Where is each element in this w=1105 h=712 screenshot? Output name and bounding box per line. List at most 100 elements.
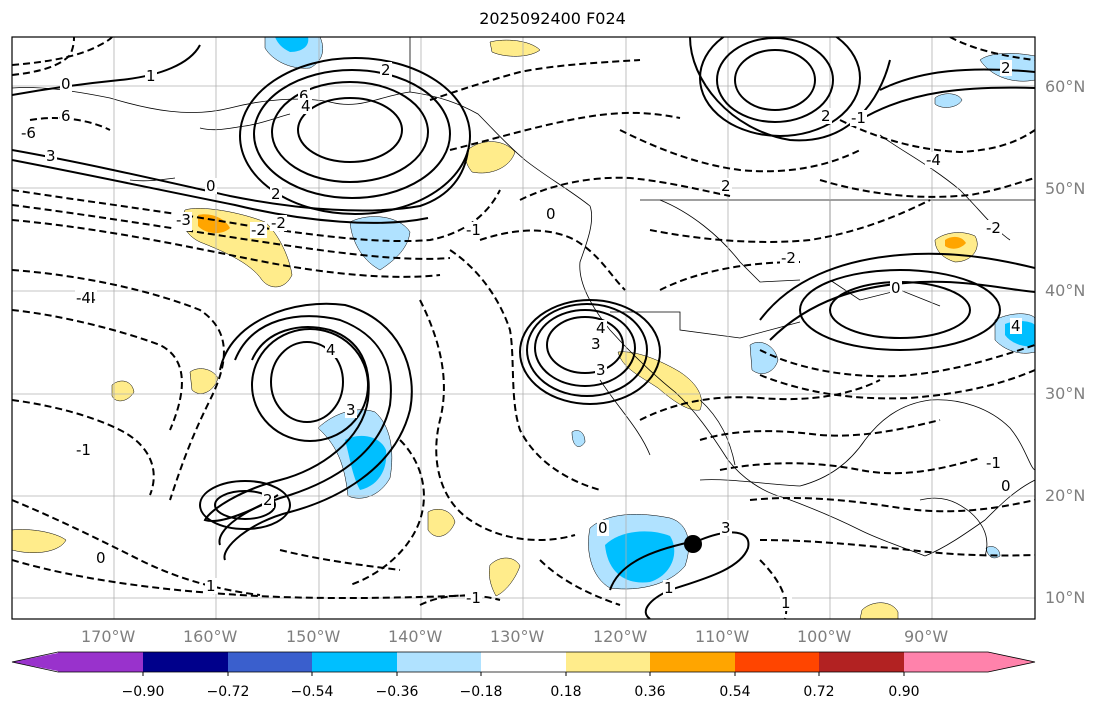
colorbar-segment	[735, 652, 819, 672]
lat-label: 10°N	[1045, 588, 1086, 607]
lon-label: 160°W	[183, 627, 238, 646]
contour-label: 0	[205, 177, 217, 195]
lat-label: 20°N	[1045, 486, 1086, 505]
storm-center-marker	[684, 535, 702, 553]
colorbar-tick-label: −0.36	[375, 684, 419, 700]
positive-anomaly-patch	[617, 351, 702, 411]
gridlines	[12, 37, 1035, 619]
contour-label: 6	[60, 107, 72, 125]
colorbar-tick-label: 0.54	[719, 684, 751, 700]
positive-anomaly-patch	[427, 509, 456, 537]
contour-label: 1	[780, 594, 792, 612]
positive-anomaly-patch	[489, 557, 521, 597]
lon-label: 110°W	[695, 627, 750, 646]
contour-label: 2	[270, 185, 282, 203]
contour-label: 3	[595, 361, 607, 379]
plot-background	[12, 37, 1035, 619]
colorbar-tick-label: 0.72	[803, 684, 835, 700]
contour-label: 0	[890, 279, 902, 297]
positive-anomaly-patch	[859, 602, 899, 619]
contour-label: -1	[75, 441, 92, 459]
colorbar-segment	[228, 652, 312, 672]
coastlines	[12, 37, 1035, 557]
contour-label: 1	[205, 577, 217, 595]
colorbar-segment	[481, 652, 566, 672]
positive-anomaly-patch	[945, 236, 966, 249]
contour-label: 4	[325, 341, 337, 359]
negative-anomaly-patch	[349, 216, 411, 271]
negative-anomaly-patch	[345, 435, 387, 490]
positive-contours	[12, 37, 1035, 619]
contour-label: -2	[780, 249, 797, 267]
colorbar-segment	[58, 652, 143, 672]
contour-label: 1	[663, 579, 675, 597]
contour-label: 6	[298, 87, 310, 105]
lon-label: 90°W	[904, 627, 949, 646]
lon-label: 150°W	[286, 627, 341, 646]
colorbar-tick-label: −0.18	[459, 684, 503, 700]
contour-label: 3	[720, 519, 732, 537]
colorbar-segment	[650, 652, 735, 672]
contour-label: -4	[75, 289, 92, 307]
lat-label: 40°N	[1045, 281, 1086, 300]
contour-label: -3	[175, 211, 192, 229]
colorbar	[11, 651, 1036, 676]
contour-label: 4	[595, 319, 607, 337]
contour-label: -1	[465, 589, 482, 607]
contour-label: 2	[720, 177, 732, 195]
contour-label: 0	[597, 519, 609, 537]
lat-label: 30°N	[1045, 384, 1086, 403]
colorbar-segment	[397, 652, 481, 672]
negative-anomaly-patch	[571, 430, 586, 447]
negative-contours	[12, 37, 1035, 619]
colorbar-segment	[904, 652, 988, 672]
colorbar-tick-label: −0.90	[121, 684, 165, 700]
lon-label: 170°W	[81, 627, 136, 646]
positive-anomaly-patch	[111, 380, 135, 402]
negative-anomaly-patch	[264, 37, 323, 69]
colorbar-tick-label: 0.90	[888, 684, 920, 700]
positive-anomaly-patch	[12, 529, 67, 553]
colorbar-tick-label: 0.36	[634, 684, 666, 700]
contour-label: 1	[145, 67, 157, 85]
colorbar-segment	[566, 652, 650, 672]
contour-label: 0	[1000, 477, 1012, 495]
negative-anomaly-patch	[934, 93, 963, 108]
colorbar-extend-min	[12, 652, 63, 672]
lon-label: 100°W	[797, 627, 852, 646]
contour-label: -4	[925, 151, 942, 169]
contour-label: 3	[345, 401, 357, 419]
contour-label: 4	[1010, 317, 1022, 335]
positive-anomaly-patch	[198, 214, 230, 234]
negative-anomaly-patch	[749, 342, 779, 374]
contour-label: -1	[465, 221, 482, 239]
contour-label: 3	[45, 147, 57, 165]
colorbar-tick-label: 0.18	[550, 684, 582, 700]
contour-label: -2	[250, 221, 267, 239]
colorbar-tick-label: −0.72	[206, 684, 250, 700]
contour-label: 0	[95, 549, 107, 567]
positive-anomaly-patch	[189, 368, 219, 394]
map-title: 2025092400 F024	[479, 9, 626, 28]
colorbar-outline	[11, 651, 1036, 673]
colorbar-segment	[143, 652, 228, 672]
contour-label: -1	[850, 109, 867, 127]
contour-label: -2	[270, 214, 287, 232]
lon-label: 140°W	[388, 627, 443, 646]
positive-anomaly-patch	[489, 39, 541, 57]
contour-label: 2	[1000, 59, 1012, 77]
contour-label: 0	[545, 205, 557, 223]
colorbar-extend-max	[988, 652, 1035, 672]
colorbar-segment	[819, 652, 904, 672]
lat-label: 60°N	[1045, 77, 1086, 96]
plot-frame	[11, 36, 1036, 620]
colorbar-tick-label: −0.54	[290, 684, 334, 700]
colorbar-segment	[312, 652, 397, 672]
negative-anomaly-patch	[275, 37, 309, 52]
contour-label: 4	[300, 97, 312, 115]
contour-label: 0	[60, 75, 72, 93]
lat-label: 50°N	[1045, 179, 1086, 198]
contour-label: 3	[590, 335, 602, 353]
contour-label: 2	[820, 107, 832, 125]
